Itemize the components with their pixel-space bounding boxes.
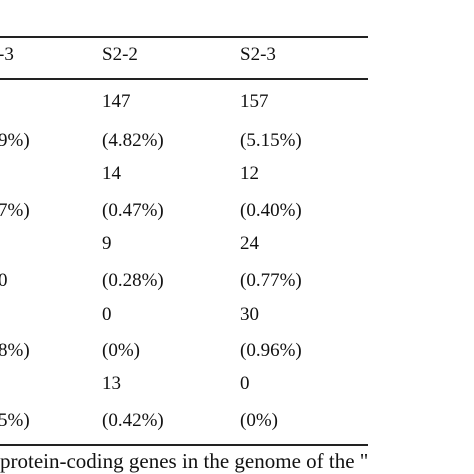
table-cell: 14 (102, 163, 121, 184)
table-cell: 9%) (0, 130, 30, 151)
header-cell-s2-2: S2-2 (102, 44, 138, 65)
table-cell: 157 (240, 91, 269, 112)
table-cell: (0%) (240, 410, 278, 431)
table-cell: (0.77%) (240, 270, 302, 291)
table-cell: 0 (0, 270, 8, 291)
table-cell: 30 (240, 304, 259, 325)
table-cell: (0.28%) (102, 270, 164, 291)
table-top-rule (0, 36, 368, 38)
table-cell: 24 (240, 233, 259, 254)
table-header-rule (0, 78, 368, 80)
table-cell: (5.15%) (240, 130, 302, 151)
table-bottom-rule (0, 444, 368, 446)
table-cell: 5%) (0, 410, 30, 431)
table-cell: 13 (102, 373, 121, 394)
header-cell-s2-3: S2-3 (240, 44, 276, 65)
table-cell: (4.82%) (102, 130, 164, 151)
table-cell: (0.40%) (240, 200, 302, 221)
table-cell: 12 (240, 163, 259, 184)
table-cell: 0 (240, 373, 250, 394)
table-cell: 8%) (0, 340, 30, 361)
header-cell: -3 (0, 44, 14, 65)
table-cell: (0.47%) (102, 200, 164, 221)
table-caption: protein-coding genes in the genome of th… (0, 449, 369, 473)
table-cell: 7%) (0, 200, 30, 221)
table-cell: 147 (102, 91, 131, 112)
table-cell: (0%) (102, 340, 140, 361)
table-cell: (0.96%) (240, 340, 302, 361)
table-cell: 0 (102, 304, 112, 325)
table-cell: (0.42%) (102, 410, 164, 431)
table-cell: 9 (102, 233, 112, 254)
